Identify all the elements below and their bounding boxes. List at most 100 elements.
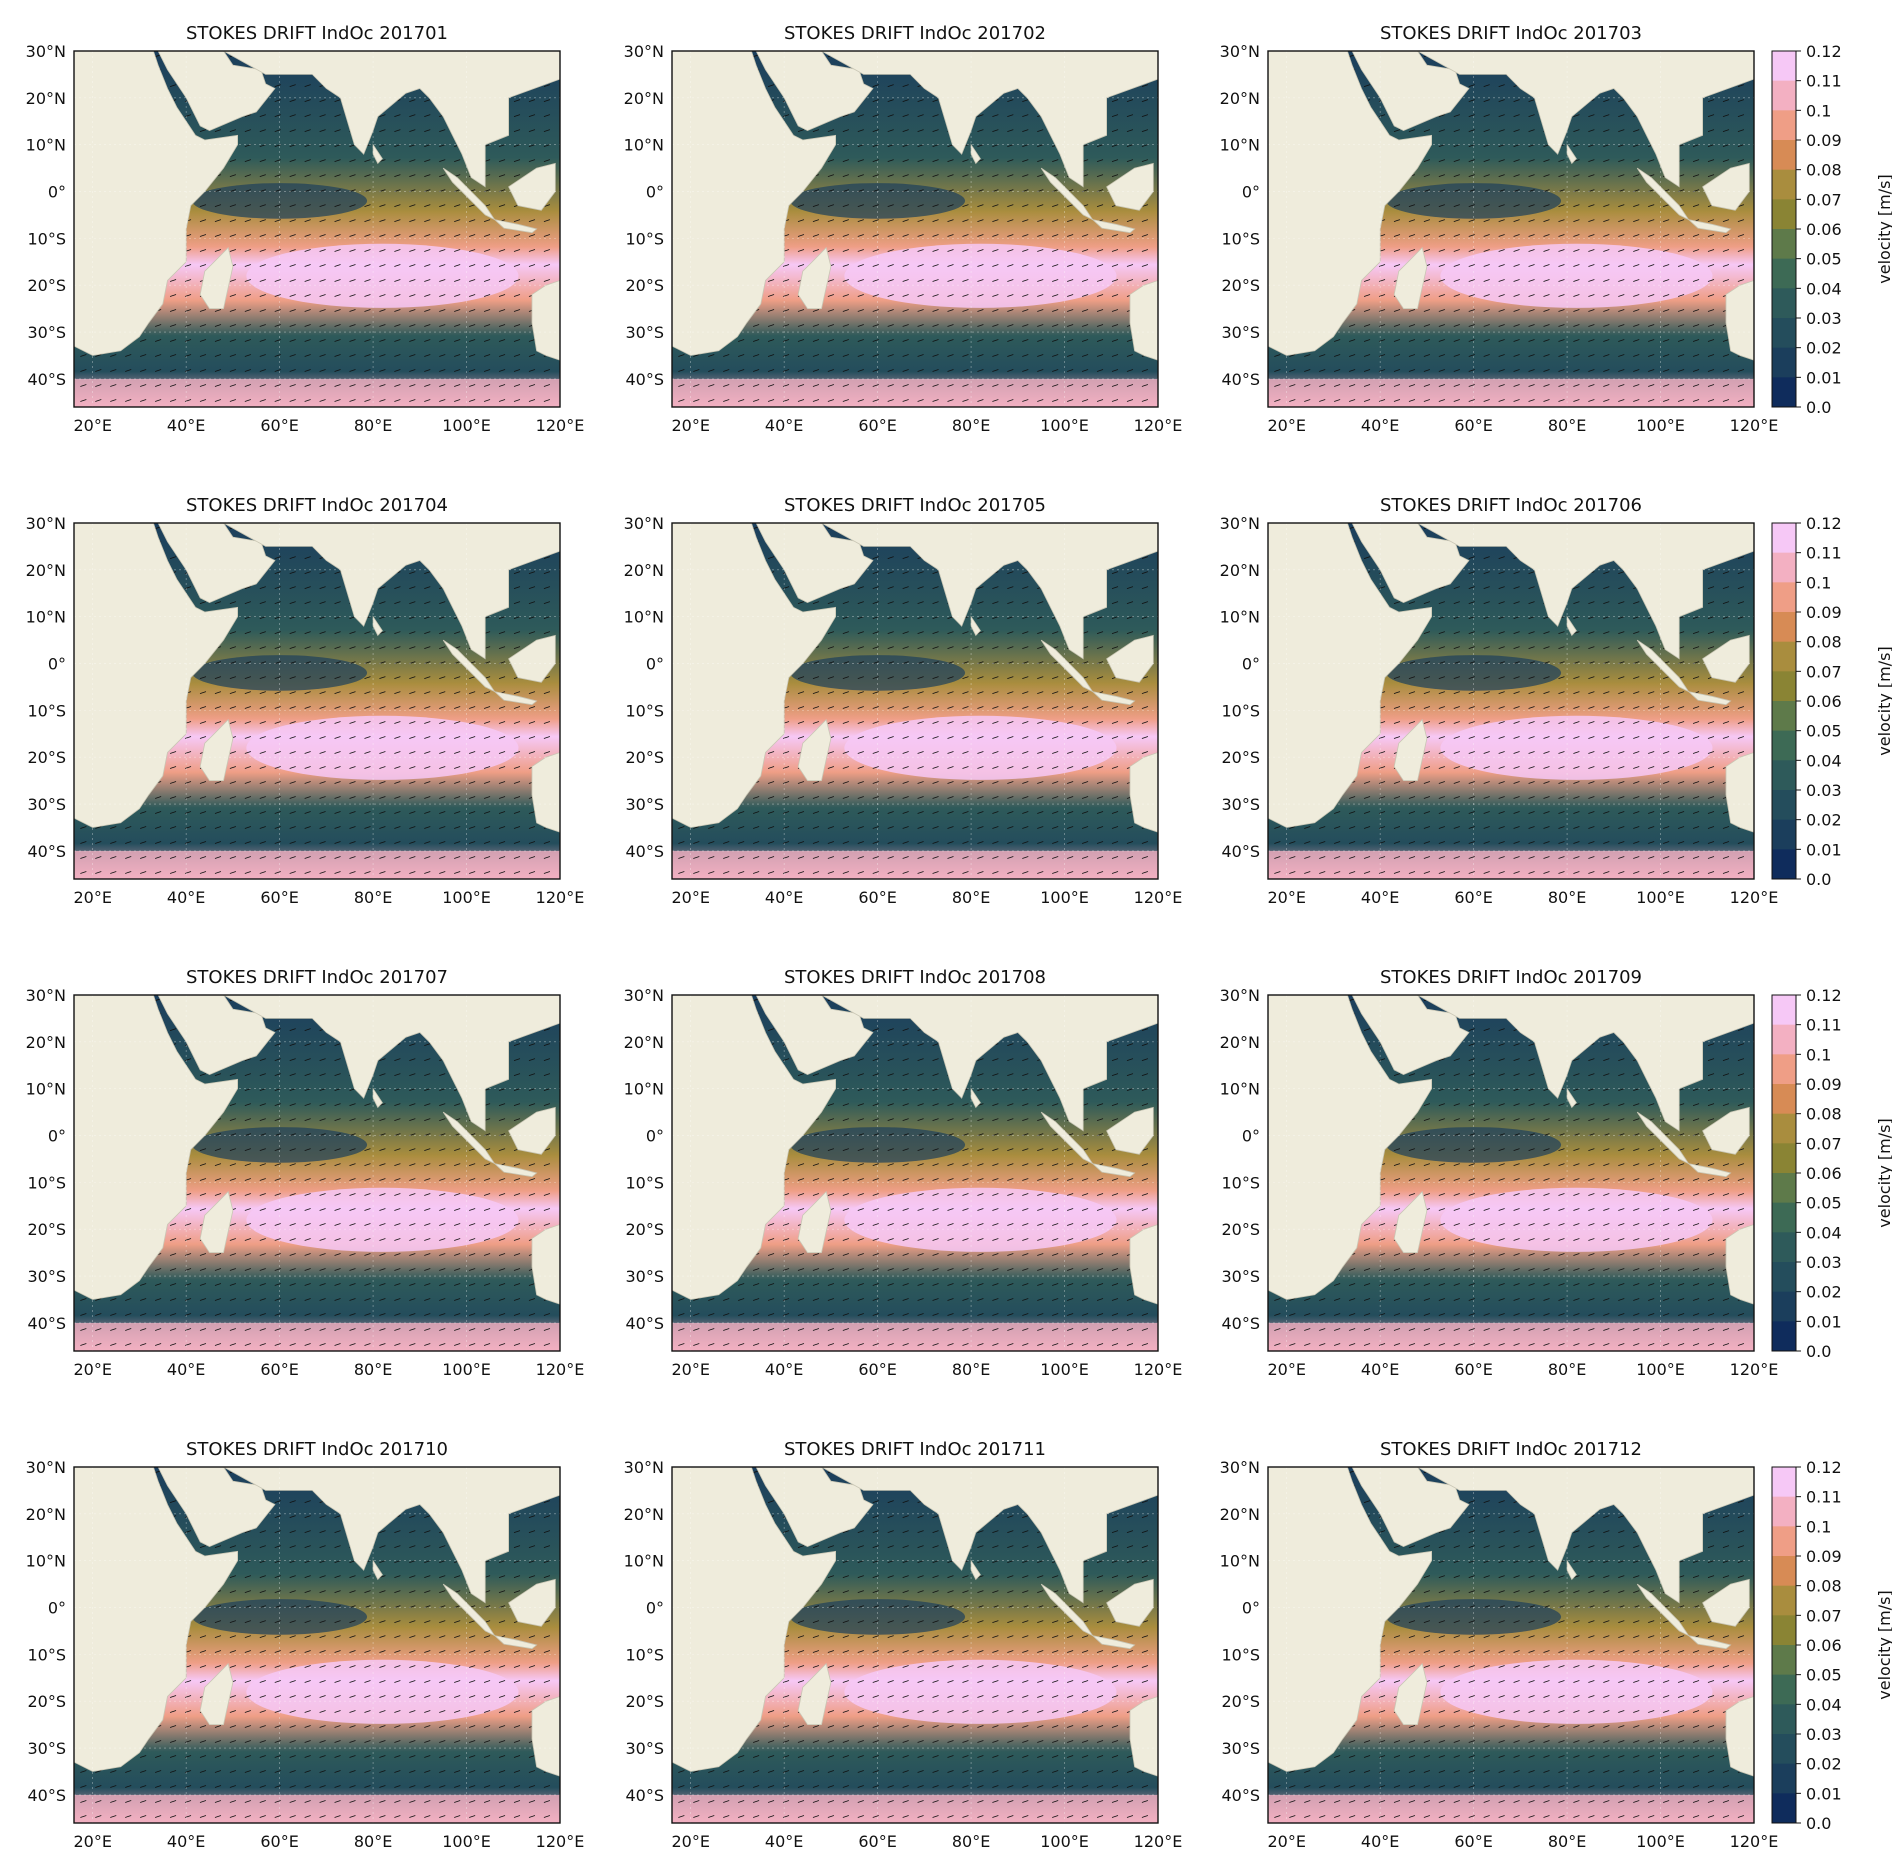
trade-wind-band [844, 244, 1116, 308]
colorbar-tick-label: 0.1 [1806, 101, 1831, 120]
land-mass [1130, 281, 1158, 361]
lon-tick-label: 120°E [1134, 888, 1183, 907]
lat-tick-label: 30°S [1221, 795, 1260, 814]
southern-westerlies-band [672, 851, 1158, 887]
colorbar-swatch [1772, 348, 1796, 378]
lat-tick-label: 10°N [26, 136, 66, 155]
map-area [74, 995, 560, 1358]
colorbar: 0.120.110.10.090.080.070.060.050.040.030… [1772, 514, 1892, 889]
lat-tick-label: 40°S [1221, 370, 1260, 389]
lon-tick-label: 120°E [1730, 888, 1779, 907]
colorbar-swatch [1772, 259, 1796, 289]
colorbar: 0.120.110.10.090.080.070.060.050.040.030… [1772, 42, 1892, 417]
colorbar-tick-label: 0.11 [1806, 72, 1842, 91]
lon-tick-label: 60°E [1454, 416, 1492, 435]
lat-tick-label: 20°N [26, 89, 66, 108]
lat-tick-label: 10°N [26, 608, 66, 627]
colorbar-swatch [1772, 81, 1796, 111]
colorbar-tick-label: 0.06 [1806, 692, 1842, 711]
colorbar-tick-label: 0.01 [1806, 840, 1842, 859]
colorbar-swatch [1772, 760, 1796, 790]
colorbar-tick-label: 0.05 [1806, 250, 1842, 269]
colorbar-swatch [1772, 731, 1796, 761]
lat-tick-label: 30°N [624, 514, 664, 533]
lon-tick-label: 60°E [858, 416, 896, 435]
lat-tick-label: 0° [646, 655, 664, 674]
colorbar-tick-label: 0.02 [1806, 339, 1842, 358]
land-mass [532, 753, 560, 833]
lat-tick-label: 10°N [1220, 136, 1260, 155]
lat-tick-label: 30°S [1221, 323, 1260, 342]
lat-tick-label: 40°S [27, 370, 66, 389]
lat-tick-label: 10°N [1220, 608, 1260, 627]
panel-title: STOKES DRIFT IndOc 201707 [186, 967, 448, 988]
lat-tick-label: 20°S [1221, 276, 1260, 295]
lon-tick-label: 100°E [442, 416, 491, 435]
map-area [74, 51, 560, 414]
lon-tick-label: 80°E [1548, 888, 1586, 907]
lon-tick-label: 100°E [1636, 416, 1685, 435]
colorbar-swatch [1772, 318, 1796, 348]
colorbar-swatch [1772, 140, 1796, 170]
lat-tick-label: 10°S [625, 229, 664, 248]
lon-tick-label: 120°E [536, 888, 585, 907]
equatorial-calm [192, 1127, 367, 1163]
trade-wind-band [246, 244, 518, 308]
colorbar-tick-label: 0.05 [1806, 722, 1842, 741]
equatorial-calm [790, 655, 965, 691]
map-area [672, 523, 1158, 886]
trade-wind-band [1440, 244, 1712, 308]
lat-tick-label: 40°S [625, 370, 664, 389]
panel-title: STOKES DRIFT IndOc 201702 [784, 23, 1046, 44]
map-area [74, 523, 560, 886]
lon-tick-label: 80°E [952, 888, 990, 907]
lat-tick-label: 10°N [624, 136, 664, 155]
colorbar-tick-label: 0.0 [1806, 398, 1831, 417]
lon-tick-label: 20°E [73, 416, 111, 435]
lat-tick-label: 10°N [624, 608, 664, 627]
lat-tick-label: 30°N [26, 514, 66, 533]
lon-tick-label: 100°E [442, 888, 491, 907]
colorbar-tick-label: 0.12 [1806, 514, 1842, 533]
colorbar-swatch [1772, 523, 1796, 553]
lat-tick-label: 30°S [625, 323, 664, 342]
equatorial-calm [192, 655, 367, 691]
colorbar-swatch [1772, 849, 1796, 879]
colorbar-tick-label: 0.03 [1806, 309, 1842, 328]
southern-westerlies-band [74, 379, 560, 415]
colorbar-tick-label: 0.07 [1806, 662, 1842, 681]
colorbar-tick-label: 0.07 [1806, 190, 1842, 209]
lat-tick-label: 0° [1242, 183, 1260, 202]
lat-tick-label: 30°S [27, 795, 66, 814]
colorbar-label: velocity [m/s] [1875, 646, 1892, 755]
lat-tick-label: 30°N [1220, 42, 1260, 61]
colorbar-swatch [1772, 229, 1796, 259]
lat-tick-label: 40°S [625, 842, 664, 861]
colorbar-tick-label: 0.09 [1806, 603, 1842, 622]
lat-tick-label: 30°S [27, 323, 66, 342]
colorbar-tick-label: 0.08 [1806, 633, 1842, 652]
lat-tick-label: 20°S [1221, 748, 1260, 767]
lon-tick-label: 40°E [765, 888, 803, 907]
colorbar-tick-label: 0.1 [1806, 573, 1831, 592]
colorbar-swatch [1772, 701, 1796, 731]
lon-tick-label: 80°E [354, 416, 392, 435]
colorbar-tick-label: 0.02 [1806, 811, 1842, 830]
lon-tick-label: 20°E [73, 888, 111, 907]
panel-title: STOKES DRIFT IndOc 201704 [186, 495, 448, 516]
equatorial-calm [1386, 655, 1561, 691]
colorbar-swatch [1772, 553, 1796, 583]
trade-wind-band [246, 1188, 518, 1252]
trade-wind-band [246, 716, 518, 780]
lat-tick-label: 10°S [27, 701, 66, 720]
colorbar-swatch [1772, 671, 1796, 701]
colorbar-label: velocity [m/s] [1875, 174, 1892, 283]
lon-tick-label: 60°E [260, 888, 298, 907]
lat-tick-label: 30°N [624, 42, 664, 61]
colorbar-swatch [1772, 820, 1796, 850]
